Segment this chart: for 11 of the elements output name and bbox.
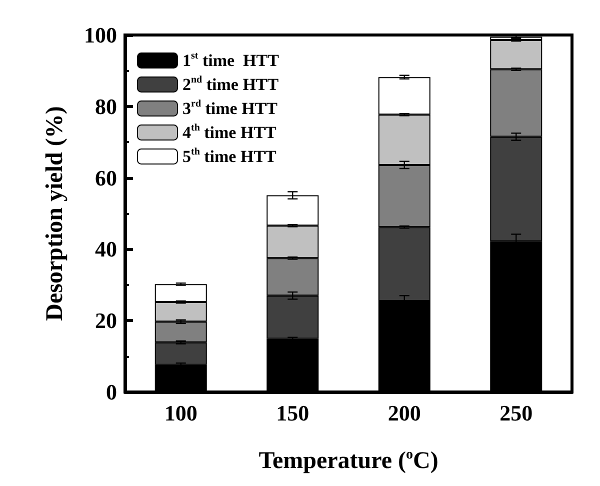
y-tick-label: 40 — [95, 236, 117, 262]
x-tick-label: 250 — [500, 400, 533, 426]
y-tick-label: 20 — [95, 308, 117, 334]
y-tick-label: 0 — [106, 380, 117, 404]
y-axis-title: Desorption yield (%) — [42, 106, 68, 321]
x-tick-label: 150 — [276, 400, 310, 426]
y-tick-label: 80 — [95, 94, 117, 119]
y-tick-label: 60 — [95, 165, 117, 190]
x-tick-label: 200 — [388, 400, 421, 426]
y-tick-label: 100 — [84, 22, 117, 48]
x-tick-label: 100 — [164, 400, 198, 426]
